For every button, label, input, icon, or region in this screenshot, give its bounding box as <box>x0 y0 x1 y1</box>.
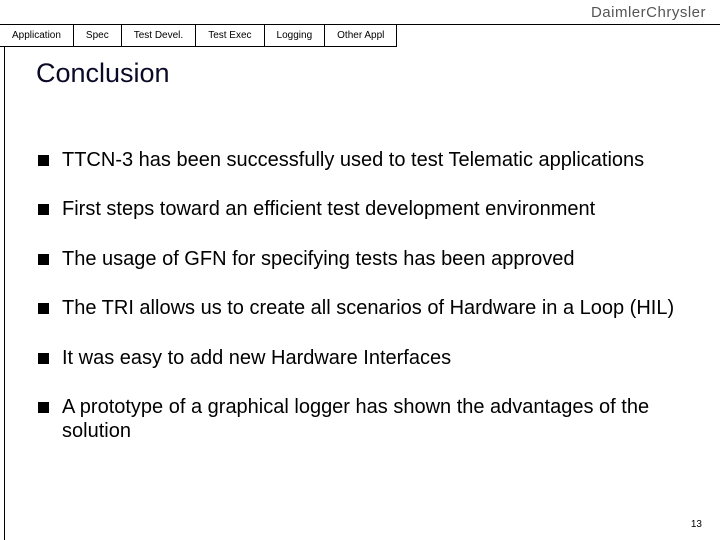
bullet-text: First steps toward an efficient test dev… <box>62 197 595 221</box>
square-bullet-icon <box>38 254 49 265</box>
square-bullet-icon <box>38 303 49 314</box>
bullet-text: The TRI allows us to create all scenario… <box>62 296 674 320</box>
square-bullet-icon <box>38 155 49 166</box>
bullet-text: The usage of GFN for specifying tests ha… <box>62 247 575 271</box>
list-item: It was easy to add new Hardware Interfac… <box>38 346 690 370</box>
square-bullet-icon <box>38 402 49 413</box>
square-bullet-icon <box>38 353 49 364</box>
tab-label: Logging <box>277 30 313 41</box>
header-bar: DaimlerChrysler <box>0 0 720 25</box>
square-bullet-icon <box>38 204 49 215</box>
tab-label: Spec <box>86 30 109 41</box>
tab-test-exec[interactable]: Test Exec <box>196 25 264 47</box>
bullet-text: TTCN-3 has been successfully used to tes… <box>62 148 644 172</box>
tab-logging[interactable]: Logging <box>265 25 326 47</box>
list-item: The TRI allows us to create all scenario… <box>38 296 690 320</box>
tabs-row: Application Spec Test Devel. Test Exec L… <box>0 25 720 47</box>
page-title: Conclusion <box>36 58 170 89</box>
list-item: TTCN-3 has been successfully used to tes… <box>38 148 690 172</box>
logo-part2: Chrysler <box>646 4 706 21</box>
list-item: The usage of GFN for specifying tests ha… <box>38 247 690 271</box>
tab-label: Test Devel. <box>134 30 183 41</box>
tab-test-devel[interactable]: Test Devel. <box>122 25 196 47</box>
tab-other-appl[interactable]: Other Appl <box>325 25 397 47</box>
tab-label: Application <box>12 30 61 41</box>
left-rule <box>4 47 5 540</box>
bullet-text: It was easy to add new Hardware Interfac… <box>62 346 451 370</box>
bullet-text: A prototype of a graphical logger has sh… <box>62 395 690 444</box>
tab-application[interactable]: Application <box>0 25 74 47</box>
tab-label: Test Exec <box>208 30 251 41</box>
brand-logo: DaimlerChrysler <box>591 4 706 21</box>
list-item: First steps toward an efficient test dev… <box>38 197 690 221</box>
tabs-spacer <box>397 25 720 47</box>
page-number: 13 <box>691 519 702 530</box>
list-item: A prototype of a graphical logger has sh… <box>38 395 690 444</box>
body-content: TTCN-3 has been successfully used to tes… <box>38 148 690 469</box>
tab-label: Other Appl <box>337 30 384 41</box>
logo-part1: Daimler <box>591 4 646 21</box>
slide: DaimlerChrysler Application Spec Test De… <box>0 0 720 540</box>
tab-spec[interactable]: Spec <box>74 25 122 47</box>
